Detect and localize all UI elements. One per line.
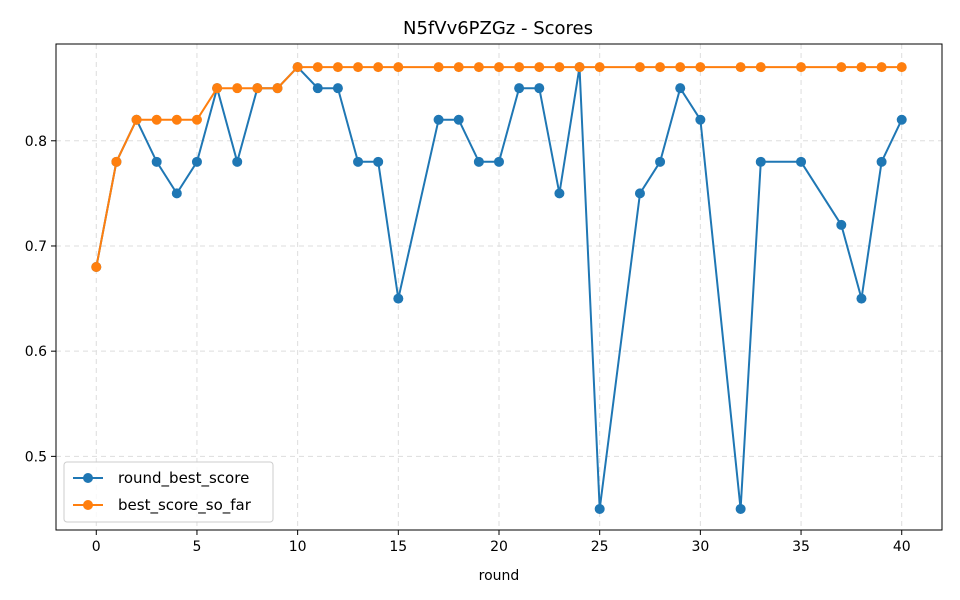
data-point [534, 62, 545, 73]
data-point [695, 62, 706, 73]
y-tick-label: 0.8 [25, 134, 47, 150]
data-point [554, 188, 565, 199]
legend-marker [83, 500, 93, 510]
data-point [655, 62, 666, 73]
x-tick-label: 35 [792, 539, 810, 555]
data-point [594, 62, 605, 73]
data-point [755, 156, 766, 167]
data-point [312, 83, 323, 94]
series-best_score_so_far [91, 62, 907, 273]
data-point [755, 62, 766, 73]
data-point [433, 62, 444, 73]
data-point [735, 62, 746, 73]
data-point [453, 114, 464, 125]
data-point [514, 83, 525, 94]
data-point [594, 503, 605, 514]
series-line [95, 65, 903, 510]
legend-label: best_score_so_far [118, 496, 252, 515]
data-point [634, 188, 645, 199]
data-point [252, 83, 263, 94]
data-point [514, 62, 525, 73]
data-point [292, 62, 303, 73]
data-point [171, 188, 182, 199]
data-point [453, 62, 464, 73]
data-point [332, 62, 343, 73]
data-point [494, 62, 504, 73]
data-point [876, 156, 887, 167]
data-point [695, 114, 706, 125]
legend-frame [63, 461, 274, 523]
data-point [171, 114, 182, 125]
data-point [131, 114, 142, 125]
x-tick-label: 5 [192, 539, 201, 555]
data-point [655, 156, 666, 167]
x-axis-label: round [479, 568, 520, 584]
x-tick-label: 10 [289, 539, 307, 555]
data-point [353, 156, 364, 167]
chart-title: N5fVv6PZGz - Scores [403, 18, 593, 39]
data-point [896, 62, 907, 73]
x-tick-label: 20 [490, 539, 508, 555]
data-point [836, 62, 847, 73]
y-tick-label: 0.5 [25, 449, 47, 465]
data-point [212, 83, 223, 94]
data-point [534, 83, 545, 94]
data-point [191, 114, 202, 125]
x-tick-label: 30 [691, 539, 709, 555]
x-tick-label: 0 [92, 539, 101, 555]
data-point [735, 503, 746, 514]
data-point [675, 83, 686, 94]
data-point [554, 62, 565, 73]
data-point [876, 62, 887, 73]
grid-lines [56, 44, 942, 530]
data-point [634, 62, 645, 73]
x-tick-label: 25 [591, 539, 609, 555]
data-point [473, 156, 484, 167]
data-point [836, 219, 847, 230]
data-point [272, 83, 283, 94]
data-point [856, 293, 867, 304]
data-point [796, 156, 807, 167]
data-point [232, 156, 243, 167]
data-point [232, 83, 243, 94]
data-point [151, 114, 162, 125]
data-point [393, 293, 404, 304]
data-point [151, 156, 162, 167]
data-point [332, 83, 343, 94]
data-point [353, 62, 364, 73]
data-point [494, 156, 504, 167]
series-layer [91, 62, 907, 514]
x-tick-label: 40 [893, 539, 911, 555]
data-point [433, 114, 444, 125]
y-tick-label: 0.6 [25, 344, 47, 360]
data-point [896, 114, 907, 125]
x-tick-label: 15 [389, 539, 407, 555]
legend: round_best_score best_score_so_far [63, 461, 274, 523]
legend-marker [83, 473, 93, 483]
y-tick-label: 0.7 [25, 239, 47, 255]
data-point [796, 62, 807, 73]
axis-ticks: 0 5 10 15 20 25 30 35 40 0.5 0.6 0.7 0.8 [25, 134, 911, 555]
data-point [312, 62, 323, 73]
data-point [373, 156, 384, 167]
data-point [675, 62, 686, 73]
data-point [191, 156, 202, 167]
data-point [373, 62, 384, 73]
data-point [574, 62, 585, 73]
legend-label: round_best_score [118, 469, 249, 488]
data-point [856, 62, 867, 73]
data-point [111, 156, 122, 167]
data-point [473, 62, 484, 73]
data-point [91, 262, 102, 273]
data-point [393, 62, 404, 73]
